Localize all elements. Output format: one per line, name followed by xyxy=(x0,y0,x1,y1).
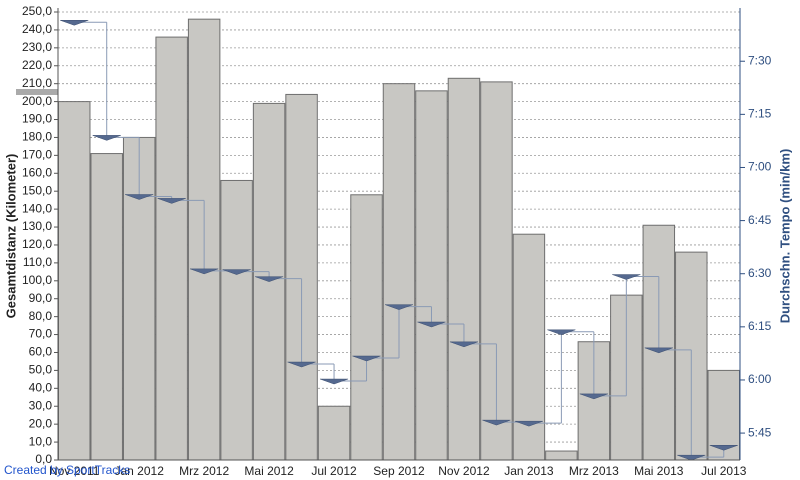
x-tick-label: Mrz 2013 xyxy=(569,464,619,478)
y-tick-label: 80,0 xyxy=(29,309,53,323)
y-tick-label: 10,0 xyxy=(29,434,53,448)
bar xyxy=(58,101,91,461)
y2-tick-label: 7:00 xyxy=(748,160,772,174)
pace-marker xyxy=(60,20,89,26)
bar xyxy=(155,36,188,461)
y-tick-label: 70,0 xyxy=(29,327,53,341)
y2-tick-label: 7:15 xyxy=(748,107,772,121)
pace-marker xyxy=(482,419,511,426)
y2-axis-label: Durchschn. Tempo (min/km) xyxy=(777,149,792,324)
y-tick-label: 150,0 xyxy=(22,183,52,197)
pace-marker xyxy=(384,304,414,310)
x-tick-label: Sep 2012 xyxy=(373,464,425,478)
y-tick-label: 20,0 xyxy=(29,416,53,430)
y2-tick-label: 5:45 xyxy=(748,425,772,439)
y2-tick-label: 6:30 xyxy=(748,266,772,280)
pace-marker xyxy=(92,135,121,141)
pace-marker xyxy=(709,445,738,451)
bar xyxy=(545,450,578,461)
y-tick-label: 180,0 xyxy=(22,130,52,144)
pace-marker xyxy=(125,194,154,200)
y2-tick-label: 6:45 xyxy=(748,213,772,227)
x-tick-label: Mrz 2012 xyxy=(179,464,229,478)
y-tick-label: 0,0 xyxy=(35,452,52,466)
y-tick-label: 60,0 xyxy=(29,345,53,359)
bar xyxy=(415,90,448,461)
pace-marker xyxy=(612,274,641,280)
pace-marker xyxy=(547,329,576,336)
pace-marker xyxy=(157,198,186,204)
x-tick-label: Nov 2011 xyxy=(49,464,100,478)
y-tick-label: 120,0 xyxy=(22,237,52,251)
bar xyxy=(317,405,351,461)
pace-marker xyxy=(514,420,543,427)
bar xyxy=(447,77,481,461)
y-tick-label: 190,0 xyxy=(22,112,52,126)
bar xyxy=(90,153,123,461)
pace-marker xyxy=(352,355,381,362)
y-tick-label: 170,0 xyxy=(22,148,52,162)
y-tick-label: 230,0 xyxy=(22,40,52,54)
bar xyxy=(285,93,318,461)
bar xyxy=(382,83,416,461)
pace-marker xyxy=(417,321,446,328)
y-tick-label: 110,0 xyxy=(23,255,52,269)
pace-marker xyxy=(255,276,284,282)
scroll-handle xyxy=(16,89,58,95)
y-tick-label: 90,0 xyxy=(29,291,53,305)
pace-marker xyxy=(677,454,706,461)
pace-marker xyxy=(319,378,349,385)
x-tick-label: Jan 2013 xyxy=(504,464,554,478)
y-axis-label: Gesamtdistanz (Kilometer) xyxy=(3,154,18,319)
y-tick-label: 100,0 xyxy=(22,273,52,287)
y-tick-label: 140,0 xyxy=(22,201,52,215)
y-tick-label: 220,0 xyxy=(22,58,52,72)
y-tick-label: 30,0 xyxy=(29,398,53,412)
y2-tick-label: 6:00 xyxy=(748,372,772,386)
y2-tick-label: 6:15 xyxy=(748,319,772,333)
y-tick-label: 40,0 xyxy=(29,380,53,394)
bar xyxy=(220,179,253,461)
y2-tick-label: 7:30 xyxy=(748,53,772,67)
y-tick-label: 160,0 xyxy=(22,165,52,179)
y-tick-label: 130,0 xyxy=(22,219,52,233)
x-tick-label: Mai 2013 xyxy=(634,464,684,478)
pace-marker xyxy=(644,347,673,354)
x-tick-label: Jul 2013 xyxy=(701,464,747,478)
pace-marker xyxy=(449,341,479,348)
y-tick-label: 50,0 xyxy=(29,363,53,377)
x-tick-label: Nov 2012 xyxy=(438,464,490,478)
x-tick-label: Jul 2012 xyxy=(311,464,357,478)
bar xyxy=(350,194,383,461)
pace-marker xyxy=(222,269,251,275)
x-tick-label: Jan 2012 xyxy=(114,464,164,478)
pace-marker xyxy=(287,361,316,368)
credit: Created by SportTracks xyxy=(4,463,130,477)
y-tick-label: 210,0 xyxy=(22,76,52,90)
y-tick-label: 200,0 xyxy=(22,94,52,108)
y-tick-label: 240,0 xyxy=(22,22,52,36)
x-tick-label: Mai 2012 xyxy=(244,464,294,478)
pace-marker xyxy=(579,393,608,400)
pace-marker xyxy=(190,268,219,275)
y-tick-label: 250,0 xyxy=(22,4,52,18)
